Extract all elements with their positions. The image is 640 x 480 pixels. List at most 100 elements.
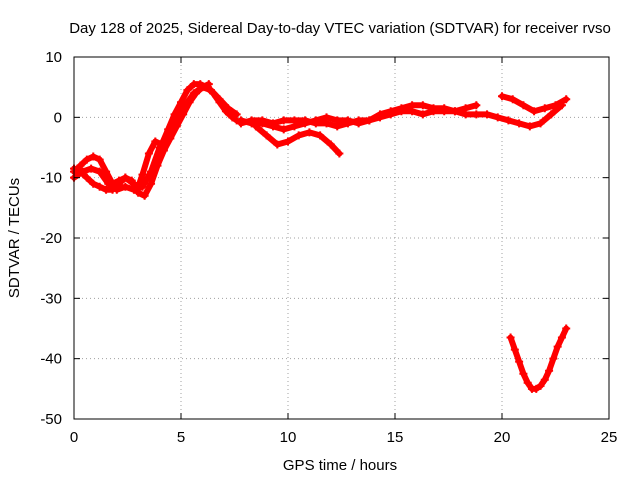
data-point: [301, 119, 310, 128]
y-tick-label: -10: [40, 170, 62, 187]
data-point: [562, 95, 571, 104]
data-point: [294, 131, 303, 140]
data-point: [493, 113, 502, 122]
data-point: [472, 110, 481, 119]
data-point: [510, 345, 519, 354]
data-point: [89, 152, 98, 161]
data-point: [151, 137, 160, 146]
data-point: [273, 140, 282, 149]
data-point: [519, 101, 528, 110]
data-point: [153, 161, 162, 170]
y-tick-label: -40: [40, 351, 62, 368]
data-point: [525, 122, 534, 131]
data-point: [284, 137, 292, 146]
data-point: [316, 131, 325, 140]
data-point: [147, 179, 156, 188]
series-track-6: [251, 122, 344, 158]
data-point: [191, 89, 200, 98]
data-point: [335, 149, 344, 158]
data-point: [536, 381, 545, 390]
y-tick-label: -50: [40, 411, 62, 428]
data-point: [159, 146, 168, 155]
data-series: [70, 80, 571, 393]
y-tick-label: -20: [40, 230, 62, 247]
data-point: [89, 179, 98, 188]
data-point: [557, 333, 566, 342]
data-point: [95, 167, 104, 176]
series-track-5: [236, 101, 481, 134]
data-point: [140, 191, 149, 200]
data-point: [450, 107, 459, 116]
x-tick-label: 10: [280, 429, 297, 446]
data-point: [547, 110, 556, 119]
data-point: [536, 119, 545, 128]
data-point: [549, 354, 558, 363]
data-point: [206, 86, 215, 95]
data-point: [397, 104, 406, 113]
data-point: [121, 182, 130, 191]
data-point: [104, 179, 113, 188]
x-tick-label: 25: [601, 429, 618, 446]
data-point: [179, 110, 188, 119]
data-point: [236, 116, 245, 125]
data-point: [82, 155, 91, 164]
data-point: [305, 128, 314, 137]
data-point: [506, 333, 515, 342]
data-point: [508, 95, 517, 104]
data-point: [515, 119, 524, 128]
data-point: [343, 116, 352, 125]
data-point: [545, 366, 554, 375]
data-point: [540, 375, 549, 384]
data-point: [279, 116, 288, 125]
series-track-3: [70, 80, 213, 200]
x-tick-label: 0: [70, 429, 78, 446]
data-point: [515, 357, 524, 366]
data-point: [553, 342, 562, 351]
data-point: [251, 122, 260, 131]
data-point: [258, 119, 267, 128]
data-point: [504, 116, 513, 125]
data-point: [127, 176, 136, 185]
data-point: [530, 107, 539, 116]
data-point: [333, 116, 342, 125]
data-point: [166, 134, 175, 143]
data-point: [76, 167, 85, 176]
data-point: [532, 384, 541, 393]
data-point: [247, 119, 256, 128]
x-tick-label: 15: [387, 429, 404, 446]
series-track-8: [506, 324, 571, 393]
data-point: [483, 110, 492, 119]
y-tick-label: 10: [45, 49, 62, 66]
data-point: [232, 110, 241, 119]
data-point: [354, 119, 363, 128]
data-point: [440, 104, 449, 113]
data-point: [204, 80, 213, 89]
data-point: [429, 104, 438, 113]
data-point: [215, 95, 224, 104]
data-point: [224, 104, 233, 113]
data-point: [95, 155, 104, 164]
data-point: [183, 86, 192, 95]
data-point: [365, 116, 374, 125]
y-axis-label: SDTVAR / TECUs: [6, 178, 23, 298]
data-point: [472, 101, 481, 110]
data-point: [418, 101, 427, 110]
data-point: [262, 131, 271, 140]
data-point: [144, 149, 153, 158]
series-band: [71, 81, 212, 199]
data-point: [562, 324, 571, 333]
data-point: [418, 110, 427, 119]
data-point: [523, 378, 532, 387]
data-point: [138, 182, 147, 191]
data-point: [519, 369, 528, 378]
data-point: [87, 164, 96, 173]
data-point: [279, 125, 288, 134]
data-point: [311, 116, 320, 125]
data-point: [177, 98, 185, 107]
x-tick-label: 20: [494, 429, 511, 446]
series-track-7: [498, 92, 571, 116]
data-point: [540, 104, 549, 113]
data-point: [95, 182, 104, 191]
data-point: [551, 101, 560, 110]
